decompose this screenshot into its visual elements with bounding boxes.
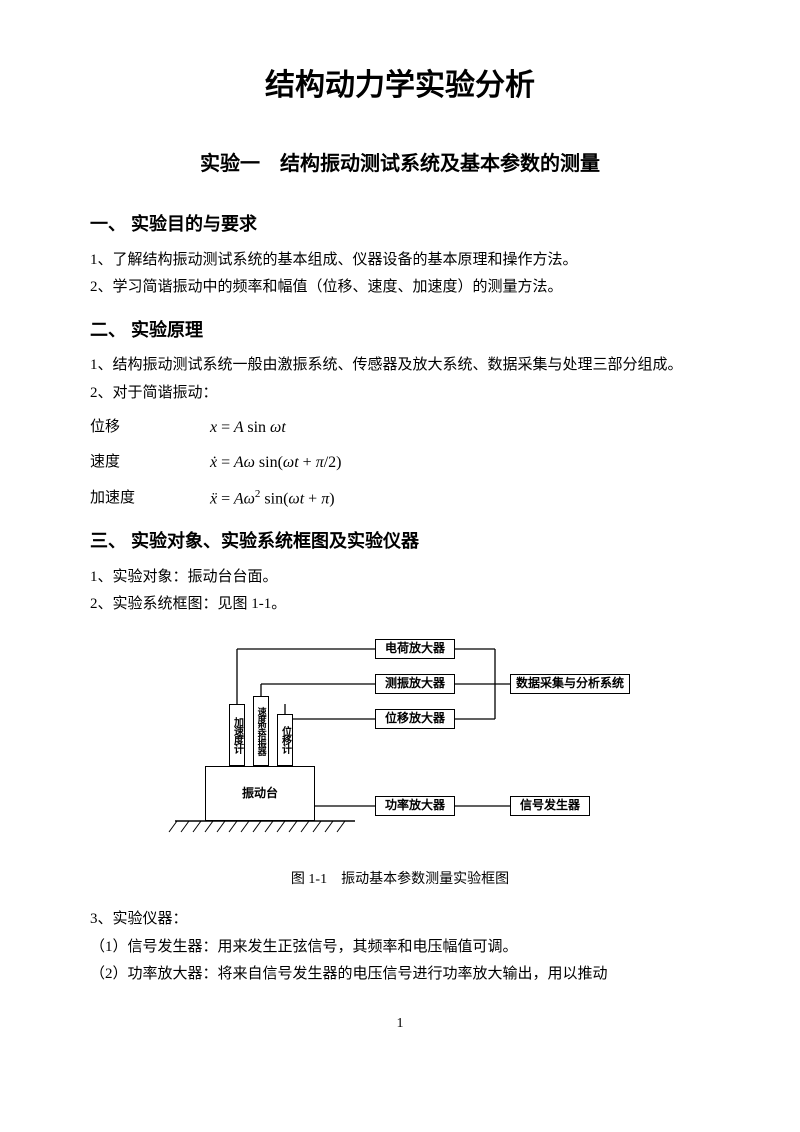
box-signal-gen: 信号发生器 [510, 796, 590, 816]
diagram-caption: 图 1-1 振动基本参数测量实验框图 [90, 868, 710, 892]
formula-displacement: 位移 x = A sin ωt [90, 414, 710, 441]
section3-heading: 三、 实验对象、实验系统框图及实验仪器 [90, 526, 710, 557]
sec2-p2: 2、对于简谐振动： [90, 381, 710, 407]
box-vibration-table: 振动台 [205, 766, 315, 821]
sec3-p4: （1）信号发生器：用来发生正弦信号，其频率和电压幅值可调。 [90, 935, 710, 961]
sensor-vel: 速度型拾振器 [253, 696, 269, 766]
section1-heading: 一、 实验目的与要求 [90, 209, 710, 240]
sec1-p1: 1、了解结构振动测试系统的基本组成、仪器设备的基本原理和操作方法。 [90, 248, 710, 274]
formula-disp-label: 位移 [90, 415, 210, 441]
sensor-acc: 加速度计 [229, 704, 245, 766]
box-power-amp: 功率放大器 [375, 796, 455, 816]
formula-vel-math: ẋ = Aω sin(ωt + π/2) [210, 449, 342, 476]
formula-velocity: 速度 ẋ = Aω sin(ωt + π/2) [90, 449, 710, 476]
formula-disp-math: x = A sin ωt [210, 414, 286, 441]
formula-vel-label: 速度 [90, 450, 210, 476]
sec3-p5: （2）功率放大器：将来自信号发生器的电压信号进行功率放大输出，用以推动 [90, 962, 710, 988]
page-number: 1 [90, 1012, 710, 1036]
box-disp-amp: 位移放大器 [375, 709, 455, 729]
sensor-disp: 位移计 [277, 714, 293, 766]
box-daq: 数据采集与分析系统 [510, 674, 630, 694]
section2-heading: 二、 实验原理 [90, 315, 710, 346]
main-title: 结构动力学实验分析 [90, 60, 710, 111]
box-charge-amp: 电荷放大器 [375, 639, 455, 659]
sec3-p2: 2、实验系统框图：见图 1-1。 [90, 592, 710, 618]
sec2-p1: 1、结构振动测试系统一般由激振系统、传感器及放大系统、数据采集与处理三部分组成。 [90, 353, 710, 379]
formula-acc-math: ẍ = Aω2 sin(ωt + π) [210, 485, 335, 513]
sec1-p2: 2、学习简谐振动中的频率和幅值（位移、速度、加速度）的测量方法。 [90, 275, 710, 301]
sub-title: 实验一 结构振动测试系统及基本参数的测量 [90, 147, 710, 181]
block-diagram: 加速度计 速度型拾振器 位移计 振动台 电荷放大器 测振放大器 位移放大器 功率… [165, 636, 635, 856]
box-vib-amp: 测振放大器 [375, 674, 455, 694]
sec3-p1: 1、实验对象：振动台台面。 [90, 565, 710, 591]
formula-acc-label: 加速度 [90, 486, 210, 512]
sec3-p3: 3、实验仪器： [90, 907, 710, 933]
formula-acceleration: 加速度 ẍ = Aω2 sin(ωt + π) [90, 485, 710, 513]
